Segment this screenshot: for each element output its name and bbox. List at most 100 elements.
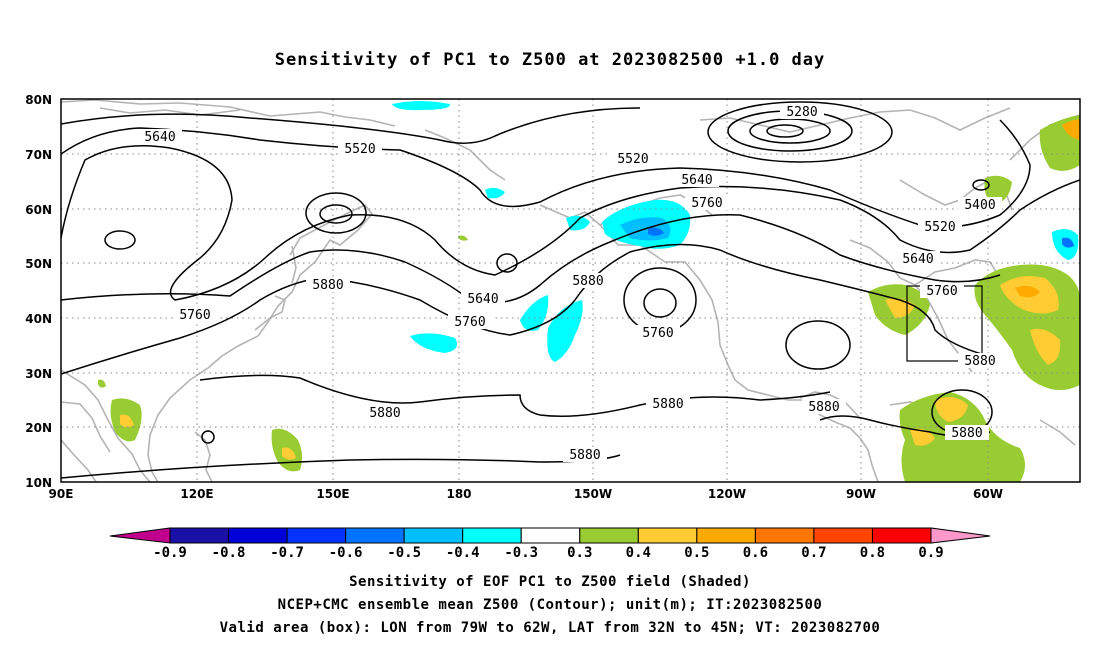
contour-label: 5760 (454, 315, 485, 330)
colorbar-label: 0.7 (801, 545, 826, 561)
pos-patch-1b (1062, 119, 1080, 140)
colorbar-label: -0.6 (329, 545, 363, 561)
colorbar: -0.9 -0.8 -0.7 -0.6 -0.5 -0.4 -0.3 0.3 0.4 0.5 0.6… (109, 527, 991, 561)
lat-label: 30N (25, 367, 52, 381)
contour-label: 5640 (681, 173, 712, 188)
pos-patch-6b (120, 414, 134, 428)
colorbar-left-arrow (109, 527, 171, 544)
colorbar-box (520, 527, 581, 544)
colorbar-label: 0.3 (567, 545, 592, 561)
lat-label: 20N (25, 421, 52, 435)
lon-label: 150W (574, 487, 612, 501)
contour-label: 5520 (344, 142, 375, 157)
contour-label: 5880 (572, 274, 603, 289)
contour-label: 5520 (924, 220, 955, 235)
contour-small-pac (201, 430, 215, 444)
shaded-sensitivity (98, 101, 1080, 482)
neg-patch-5 (410, 333, 458, 353)
contour-label: 5400 (964, 198, 995, 213)
lon-label: 90E (49, 487, 74, 501)
colorbar-box (813, 527, 873, 544)
contour-low-aleut (496, 253, 518, 273)
colorbar-label: -0.4 (446, 545, 480, 561)
colorbar-boxes (169, 527, 932, 544)
contour-label: 5760 (691, 196, 722, 211)
contour-5280-low (749, 118, 831, 144)
contour-label: 5880 (964, 354, 995, 369)
contour-label: 5280 (786, 105, 817, 120)
lat-label: 50N (25, 257, 52, 271)
plot-title: Sensitivity of PC1 to Z500 at 2023082500… (274, 50, 826, 70)
colorbar-box (345, 527, 405, 544)
contour-labels: 5280 5400 5520 5520 5520 5640 5640 5640 … (138, 104, 1002, 463)
pos-patch-4c (1015, 285, 1040, 298)
contour-low-west-in (319, 204, 353, 224)
colorbar-box (754, 527, 815, 544)
contour-5760-low-in (643, 288, 677, 318)
colorbar-label: -0.8 (212, 545, 246, 561)
colorbar-label: 0.5 (684, 545, 709, 561)
contour-label: 5520 (617, 152, 648, 167)
contour-label: 5760 (179, 308, 210, 323)
contour-5880-bottom (61, 454, 621, 479)
contour-5640-inner (61, 144, 1080, 301)
contour-label: 5640 (902, 252, 933, 267)
colorbar-label: 0.9 (918, 545, 943, 561)
lon-label: 90W (846, 487, 876, 501)
map-frame (60, 98, 1081, 483)
caption-line-2: NCEP+CMC ensemble mean Z500 (Contour); u… (277, 597, 823, 613)
lat-axis: 80N 70N 60N 50N 40N 30N 20N 10N (25, 93, 52, 490)
contour-5640-top (61, 107, 641, 144)
contour-5400-small (972, 179, 990, 191)
colorbar-right-arrow (930, 527, 991, 544)
contour-label: 5880 (808, 400, 839, 415)
lat-label: 70N (25, 148, 52, 162)
contour-label: 5640 (467, 292, 498, 307)
colorbar-box (228, 527, 288, 544)
colorbar-box (169, 527, 230, 544)
contour-low-west (305, 192, 367, 234)
pos-patch-4d (1030, 328, 1061, 365)
colorbar-labels: -0.9 -0.8 -0.7 -0.6 -0.5 -0.4 -0.3 0.3 0.4 0.5 0.6… (153, 545, 944, 561)
colorbar-label: -0.5 (387, 545, 421, 561)
colorbar-label: -0.9 (153, 545, 187, 561)
colorbar-label: 0.6 (743, 545, 768, 561)
contour-label: 5880 (369, 406, 400, 421)
contour-label: 5880 (652, 397, 683, 412)
lat-label: 10N (25, 476, 52, 490)
caption-line-3: Valid area (box): LON from 79W to 62W, L… (219, 620, 881, 636)
contour-label: 5760 (642, 326, 673, 341)
colorbar-label: -0.3 (504, 545, 538, 561)
colorbar-box (286, 527, 347, 544)
colorbar-label: 0.8 (860, 545, 885, 561)
colorbar-box (579, 527, 639, 544)
contour-5280-core (766, 124, 804, 138)
colorbar-box (696, 527, 756, 544)
contour-5880-south (199, 374, 831, 417)
colorbar-box (462, 527, 522, 544)
pos-patch-5c (910, 428, 935, 446)
contour-5520-west (61, 119, 1031, 228)
neg-patch-7 (547, 300, 583, 362)
neg-patch-4c (648, 227, 664, 236)
contour-5880-high (785, 320, 851, 370)
caption-line-1: Sensitivity of EOF PC1 to Z500 field (Sh… (349, 574, 751, 590)
contour-label: 5880 (312, 278, 343, 293)
pos-patch-7b (282, 447, 296, 460)
lon-label: 180 (446, 487, 471, 501)
contour-label: 5640 (144, 130, 175, 145)
colorbar-label: -0.7 (270, 545, 304, 561)
lon-label: 120W (708, 487, 746, 501)
lat-label: 60N (25, 203, 52, 217)
neg-patch-6 (520, 295, 549, 331)
contour-5880-main (61, 243, 986, 375)
contour-5520-low (707, 101, 893, 163)
lat-label: 80N (25, 93, 52, 107)
lon-label: 60W (973, 487, 1003, 501)
contour-5760-main (61, 213, 1001, 304)
lon-label: 120E (180, 487, 213, 501)
contour-low-sib (104, 230, 136, 250)
lon-label: 150E (316, 487, 349, 501)
neg-patch-1 (392, 101, 451, 111)
